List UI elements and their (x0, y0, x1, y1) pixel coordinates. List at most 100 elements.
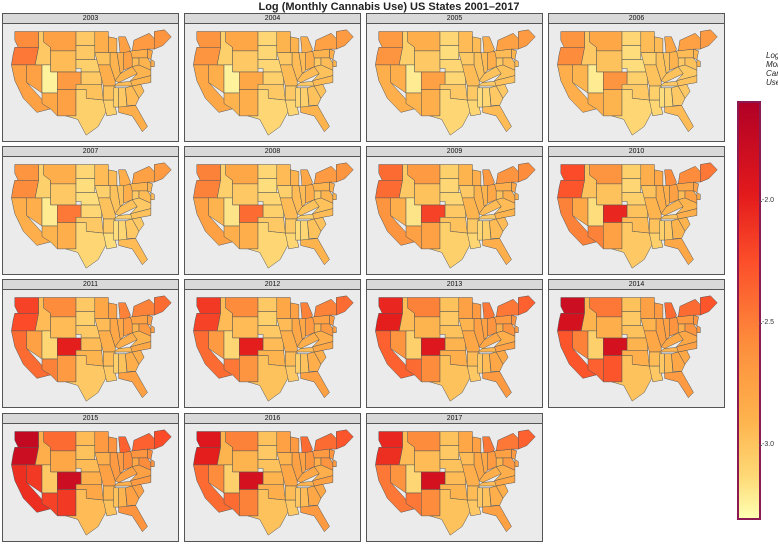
state-wi (472, 36, 482, 53)
state-mo (461, 197, 480, 220)
state-nm (421, 355, 441, 383)
state-ga (489, 218, 504, 239)
state-sd (257, 45, 278, 60)
state-ks (444, 337, 466, 351)
state-new-england (154, 162, 172, 183)
state-new-england (700, 162, 718, 183)
state-sd (439, 311, 460, 326)
state-wi (654, 302, 664, 319)
state-tx (611, 355, 653, 402)
state-wi (654, 169, 664, 186)
state-tx (247, 489, 289, 536)
state-wv (677, 57, 686, 68)
facet-strip-label: 2013 (366, 279, 543, 290)
state-de (514, 459, 519, 467)
state-mn (640, 164, 655, 186)
state-az (223, 492, 240, 517)
state-ga (307, 218, 322, 239)
legend-title: Log (Last Month Cannabis Use) (766, 51, 778, 87)
state-az (405, 92, 422, 117)
state-wv (313, 190, 322, 201)
state-ms (659, 220, 665, 241)
state-tx (429, 355, 471, 402)
state-nj (147, 314, 153, 326)
state-sd (75, 445, 96, 460)
facet-panel-2004: 2004 (184, 13, 361, 142)
state-ks (626, 337, 648, 351)
us-map-svg (11, 162, 172, 269)
state-nj (693, 181, 699, 193)
state-ga (671, 218, 686, 239)
state-sd (75, 178, 96, 193)
state-nm (239, 489, 259, 517)
state-ks (262, 71, 284, 85)
state-az (41, 492, 58, 517)
state-nm (57, 355, 77, 383)
state-ny (131, 432, 155, 452)
state-de (332, 59, 337, 67)
state-nj (329, 448, 335, 460)
state-az (41, 225, 58, 250)
facet-panel-2015: 2015 (2, 413, 179, 542)
state-wi (108, 169, 118, 186)
state-ny (495, 432, 519, 452)
state-mn (276, 164, 291, 186)
state-wa (560, 164, 585, 181)
facet-map (184, 24, 361, 142)
facet-strip-label: 2009 (366, 146, 543, 157)
us-map-svg (557, 162, 718, 269)
state-nm (421, 89, 441, 117)
state-sd (257, 178, 278, 193)
us-map-svg (375, 295, 536, 402)
legend-tick-mark (759, 200, 762, 202)
state-nd (75, 297, 96, 312)
state-mn (276, 297, 291, 319)
state-nd (439, 431, 460, 446)
state-az (223, 225, 240, 250)
state-nj (511, 448, 517, 460)
facet-strip-label: 2015 (2, 413, 179, 424)
state-or (375, 313, 403, 332)
state-sd (75, 45, 96, 60)
state-ga (125, 351, 140, 372)
state-new-england (154, 429, 172, 450)
state-ms (477, 487, 483, 508)
state-nd (439, 164, 460, 179)
state-wi (290, 36, 300, 53)
state-tx (65, 222, 107, 269)
us-map-svg (557, 29, 718, 136)
state-wa (378, 31, 403, 48)
state-ks (444, 71, 466, 85)
state-fl (664, 371, 694, 399)
state-wv (131, 457, 140, 468)
state-new-england (154, 29, 172, 50)
facet-strip-label: 2016 (184, 413, 361, 424)
state-ks (262, 204, 284, 218)
state-tx (65, 89, 107, 136)
state-az (223, 92, 240, 117)
state-ga (307, 351, 322, 372)
state-nd (75, 164, 96, 179)
state-tx (611, 222, 653, 269)
state-mo (279, 464, 298, 487)
state-sd (621, 45, 642, 60)
state-new-england (700, 295, 718, 316)
facet-map (366, 424, 543, 542)
state-nm (57, 89, 77, 117)
state-nm (421, 489, 441, 517)
state-or (375, 447, 403, 466)
state-fl (118, 105, 148, 133)
state-wi (472, 169, 482, 186)
state-mn (94, 431, 109, 453)
state-ks (626, 204, 648, 218)
state-ks (262, 337, 284, 351)
facet-panel-2011: 2011 (2, 279, 179, 408)
state-or (375, 180, 403, 199)
state-az (405, 225, 422, 250)
state-nm (603, 222, 623, 250)
state-wv (495, 457, 504, 468)
state-wv (131, 190, 140, 201)
state-nd (257, 164, 278, 179)
state-az (41, 358, 58, 383)
state-new-england (336, 162, 354, 183)
